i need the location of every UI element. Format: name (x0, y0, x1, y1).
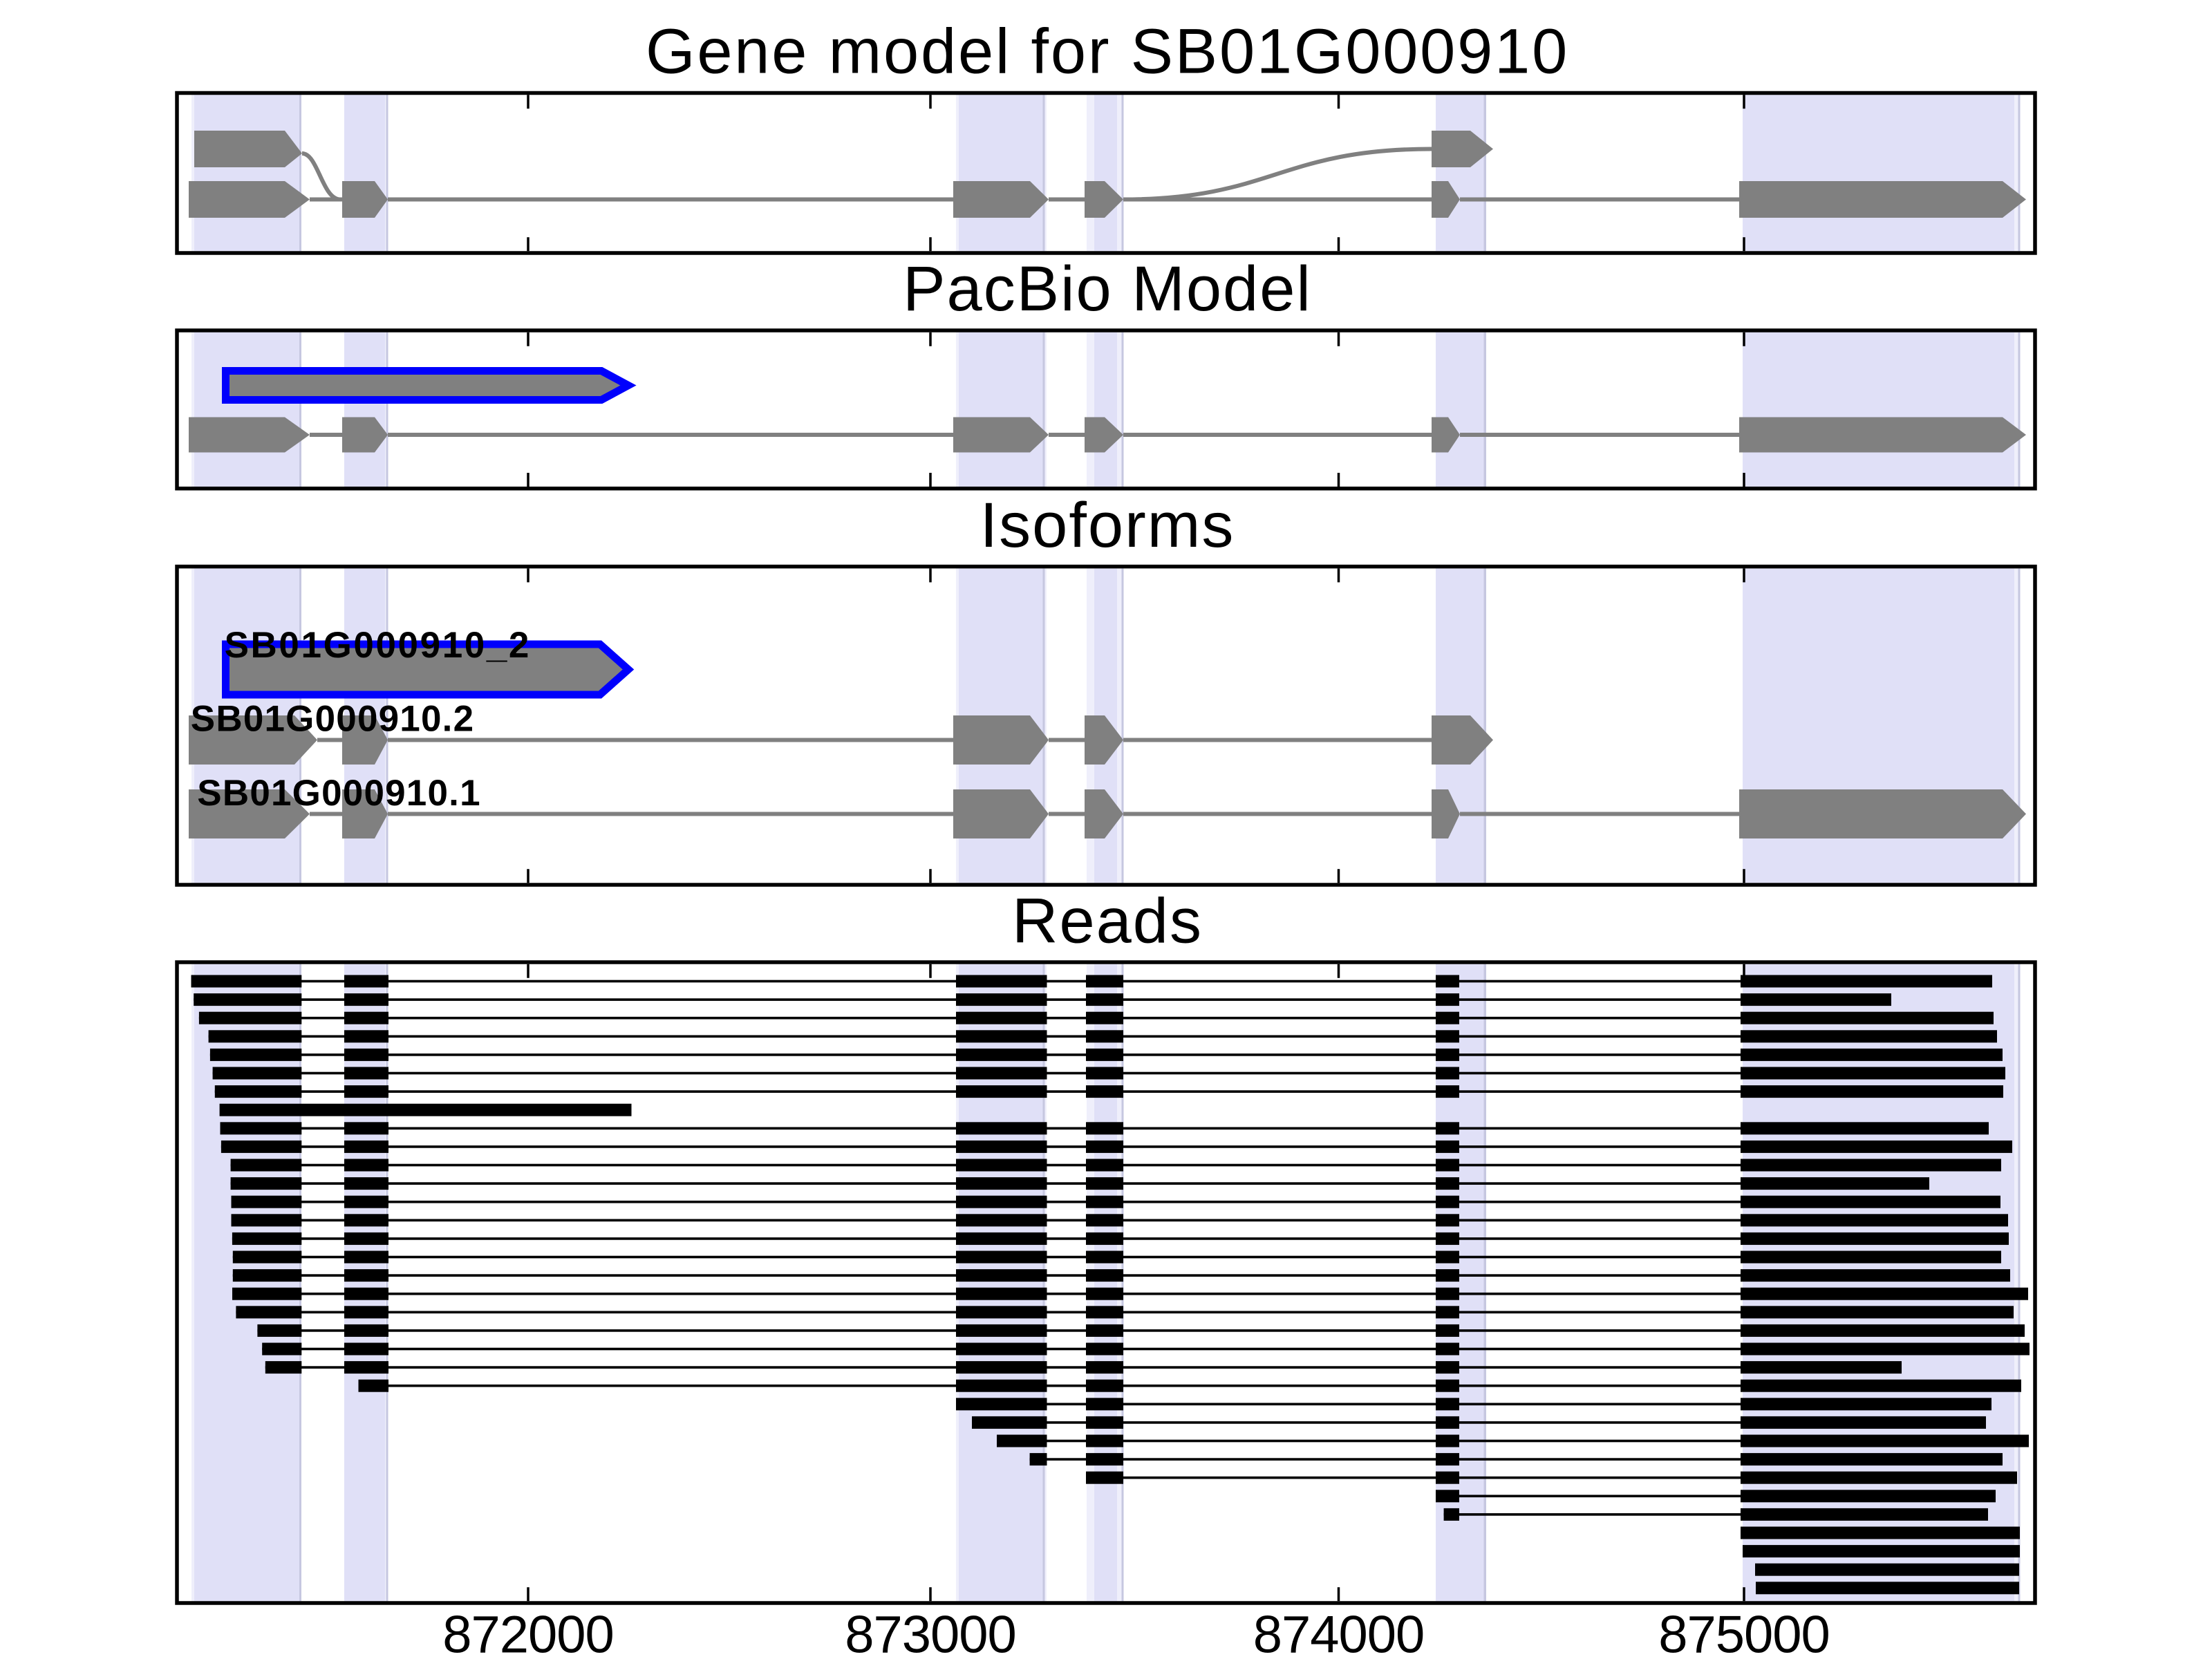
svg-text:Isoforms: Isoforms (980, 490, 1235, 561)
svg-text:Reads: Reads (1012, 886, 1203, 957)
svg-text:874000: 874000 (1253, 1606, 1425, 1659)
svg-text:872000: 872000 (442, 1606, 614, 1659)
svg-text:PacBio Model: PacBio Model (903, 254, 1312, 324)
svg-text:875000: 875000 (1658, 1606, 1830, 1659)
svg-text:873000: 873000 (845, 1606, 1016, 1659)
svg-text:SB01G000910_2: SB01G000910_2 (225, 625, 531, 666)
svg-text:SB01G000910.1: SB01G000910.1 (197, 773, 480, 814)
svg-text:SB01G000910.2: SB01G000910.2 (191, 699, 474, 740)
svg-text:Gene model for SB01G000910: Gene model for SB01G000910 (646, 17, 1569, 87)
